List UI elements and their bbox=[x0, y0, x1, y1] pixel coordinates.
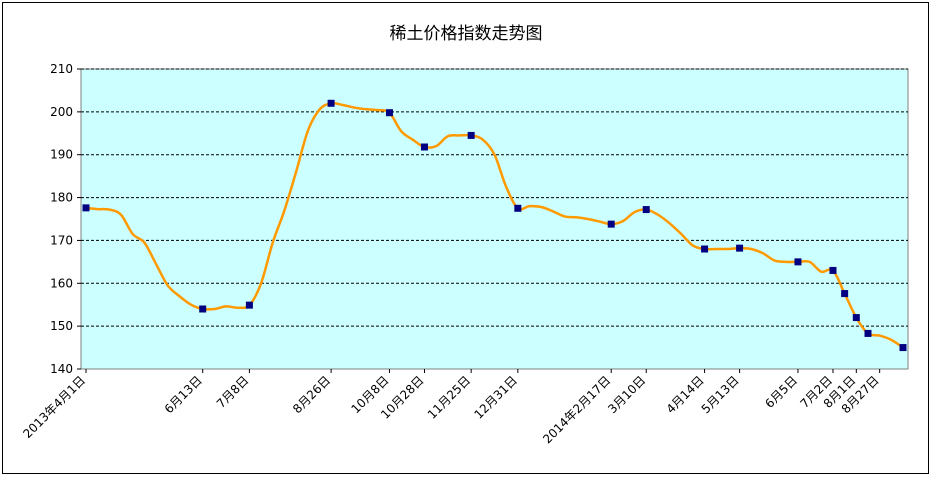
y-tick-label: 180 bbox=[50, 191, 73, 205]
y-tick-label: 150 bbox=[50, 319, 73, 333]
x-tick-label: 5月13日 bbox=[699, 373, 742, 416]
y-tick-label: 190 bbox=[50, 148, 73, 162]
y-tick-label: 210 bbox=[50, 62, 73, 76]
data-point-marker bbox=[83, 204, 90, 211]
data-point-marker bbox=[701, 246, 708, 253]
data-point-marker bbox=[514, 205, 521, 212]
data-point-marker bbox=[853, 314, 860, 321]
data-point-marker bbox=[328, 100, 335, 107]
data-point-marker bbox=[900, 344, 907, 351]
data-point-marker bbox=[736, 245, 743, 252]
data-point-marker bbox=[829, 267, 836, 274]
y-axis-ticks: 140 150 160 170 180 190 200 210 bbox=[50, 62, 81, 376]
data-point-marker bbox=[864, 330, 871, 337]
y-tick-label: 140 bbox=[50, 362, 73, 376]
data-point-marker bbox=[421, 144, 428, 151]
x-tick-label: 11月25日 bbox=[425, 373, 473, 421]
data-point-marker bbox=[608, 221, 615, 228]
chart-svg: 稀土价格指数走势图 140 150 160 170 180 190 200 210 2013年… bbox=[3, 3, 930, 475]
data-point-marker bbox=[841, 290, 848, 297]
x-tick-label: 6月13日 bbox=[162, 373, 205, 416]
x-tick-label: 6月5日 bbox=[762, 373, 800, 411]
plot-area bbox=[81, 69, 908, 369]
data-point-marker bbox=[386, 109, 393, 116]
data-point-marker bbox=[794, 258, 801, 265]
x-tick-label: 8月26日 bbox=[290, 373, 333, 416]
data-point-marker bbox=[199, 306, 206, 313]
x-tick-label: 4月14日 bbox=[664, 373, 707, 416]
x-tick-label: 7月8日 bbox=[214, 373, 252, 411]
data-point-marker bbox=[643, 206, 650, 213]
data-point-marker bbox=[246, 302, 253, 309]
x-tick-label: 2014年2月17日 bbox=[540, 373, 613, 446]
y-tick-label: 200 bbox=[50, 105, 73, 119]
y-tick-label: 160 bbox=[50, 276, 73, 290]
x-axis-ticks: 2013年4月1日 6月13日 7月8日 8月26日 10月8日10月28日11月25日… bbox=[20, 369, 881, 446]
x-tick-label: 2013年4月1日 bbox=[20, 373, 88, 441]
chart-title: 稀土价格指数走势图 bbox=[390, 24, 543, 44]
data-point-marker bbox=[468, 132, 475, 139]
x-tick-label: 3月10日 bbox=[605, 373, 648, 416]
x-tick-label: 12月31日 bbox=[471, 373, 519, 421]
y-tick-label: 170 bbox=[50, 233, 73, 247]
